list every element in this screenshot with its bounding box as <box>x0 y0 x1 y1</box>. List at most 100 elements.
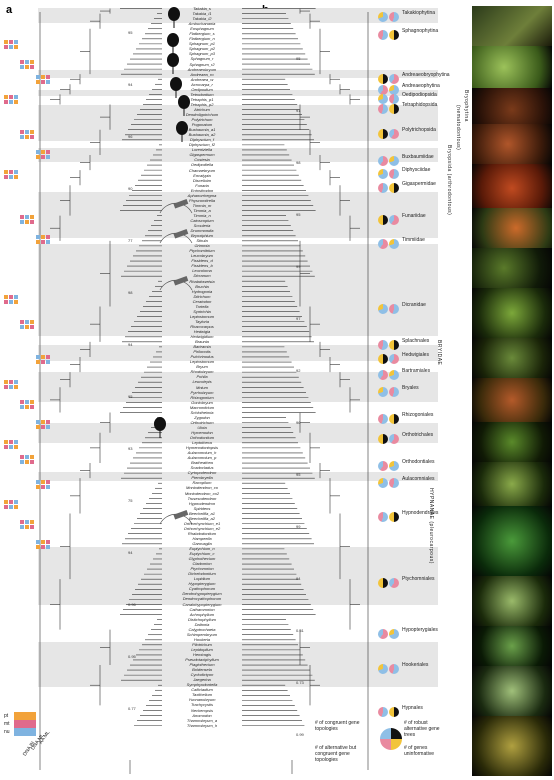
gene-support-matrix <box>4 440 18 449</box>
taxon-label: Costesia <box>194 157 210 163</box>
gene-tree-pie <box>389 85 399 95</box>
taxon-label: Zygodon <box>194 414 210 420</box>
matrix-cell <box>45 355 50 360</box>
matrix-cell <box>29 400 34 405</box>
support-value: 0.95 <box>128 654 136 659</box>
taxon-label: Fissidens_b <box>191 263 213 269</box>
taxon-label: Taxithelium <box>191 692 213 698</box>
taxon-label: Spiridens <box>193 505 211 511</box>
taxon-label: Mnniodendron_co <box>185 485 219 491</box>
support-value: 90 <box>128 186 133 191</box>
taxon-label: Tetrodontium <box>190 91 214 97</box>
matrix-cell <box>4 95 9 100</box>
legend-uninformative: # of genes uninformative <box>404 745 435 757</box>
taxon-label: Rhodobryum <box>190 369 214 375</box>
gene-support-matrix <box>36 480 50 489</box>
support-value: 99 <box>296 264 301 269</box>
taxon-label: Takakia_l2 <box>192 16 212 22</box>
photo-sphagnum <box>472 46 552 88</box>
matrix-cell <box>4 299 9 304</box>
taxon-label: Syntrichia <box>193 308 211 314</box>
taxon-label: Timmia_a <box>193 207 211 213</box>
gene-support-matrix <box>4 95 18 104</box>
taxon-label: Disceliuim <box>192 177 212 183</box>
matrix-cell <box>20 215 25 220</box>
matrix-cell <box>13 440 18 445</box>
panel-label-a: a <box>6 4 13 16</box>
taxon-label: Hydrogonia <box>191 288 213 294</box>
taxon-label: Dichelodontium <box>188 571 216 577</box>
matrix-cell <box>29 134 34 139</box>
clade-label: Andreaeophytina <box>402 83 440 89</box>
taxon-label: Drummondia <box>190 228 214 234</box>
matrix-cell <box>4 99 9 104</box>
matrix-cell <box>4 444 9 449</box>
taxon-label: Aphanorrhegma <box>187 192 217 198</box>
capsule-icon <box>176 121 188 135</box>
matrix-cell <box>45 75 50 80</box>
taxon-label: Hypopterygium <box>188 581 216 587</box>
matrix-cell <box>13 44 18 49</box>
taxon-label: Flatbergium_s <box>189 31 215 37</box>
photo-buxbaumia <box>472 164 552 208</box>
matrix-cell <box>36 359 41 364</box>
matrix-cell <box>8 95 14 100</box>
matrix-cell <box>24 459 30 464</box>
matrix-cell <box>36 355 41 360</box>
photo-hypopterygium <box>472 626 552 666</box>
taxon-label: Mnium <box>195 384 208 390</box>
gene-tree-pie <box>378 354 388 364</box>
photo-timmia <box>472 248 552 288</box>
matrix-cell <box>40 484 46 489</box>
band-andreaeobryum <box>38 70 438 78</box>
support-value: 94 <box>128 550 133 555</box>
support-value: 94 <box>128 342 133 347</box>
support-value: 95 <box>296 472 301 477</box>
taxon-label: Goniobryum <box>191 399 213 405</box>
gene-tree-pie <box>378 434 388 444</box>
taxon-label: Diphyscium_f2 <box>188 142 216 148</box>
taxon-label: Leptostomum <box>189 313 215 319</box>
matrix-cell <box>4 380 9 385</box>
taxon-label: Yunnanobryum <box>188 697 216 703</box>
matrix-cell <box>20 324 25 329</box>
gene-tree-pie <box>378 340 388 350</box>
matrix-cell <box>40 359 46 364</box>
taxon-label: Rhizogonium <box>190 394 214 400</box>
matrix-cell <box>45 420 50 425</box>
matrix-cell <box>29 320 34 325</box>
gene-tree-pie <box>378 707 388 717</box>
taxon-label: Trusesodendron <box>187 495 217 501</box>
taxon-label: Andreaea_w <box>190 76 214 82</box>
matrix-cell <box>45 235 50 240</box>
photo-hypnales <box>472 716 552 776</box>
gene-support-matrix <box>20 455 34 464</box>
clade-label: Splachnales <box>402 338 430 344</box>
matrix-cell <box>36 75 41 80</box>
matrix-cell <box>20 134 25 139</box>
gene-tree-pie <box>389 664 399 674</box>
matrix-cell <box>24 134 30 139</box>
capsule-icon <box>154 417 166 431</box>
clade-label: Aulacomniales <box>402 476 435 482</box>
taxon-label: Trachycystis <box>191 702 213 708</box>
matrix-cell <box>40 480 46 485</box>
taxon-label: Symphyodontella <box>186 682 218 688</box>
taxon-label: Andreaea_ro <box>190 71 214 77</box>
taxon-label: Lopidium <box>193 576 211 582</box>
matrix-cell <box>29 455 34 460</box>
gene-tree-pie <box>378 664 388 674</box>
taxon-label: Schlotheimia <box>190 409 214 415</box>
matrix-cell <box>45 480 50 485</box>
taxon-label: Jaegerina <box>193 677 211 683</box>
taxon-label: Thamnobryum_h <box>186 722 218 728</box>
legend-congruent: # of congruent gene topologies <box>315 720 360 732</box>
taxon-label: Leucoloma <box>192 268 212 274</box>
support-value: 94 <box>128 82 133 87</box>
gene-tree-pie <box>378 414 388 424</box>
clade-label: Bryales <box>402 385 419 391</box>
band-diphyscium <box>38 148 438 162</box>
taxon-label: Euptychium_n <box>189 546 215 552</box>
gene-tree-pie <box>378 85 388 95</box>
taxon-label: Catoscopium <box>190 217 214 223</box>
